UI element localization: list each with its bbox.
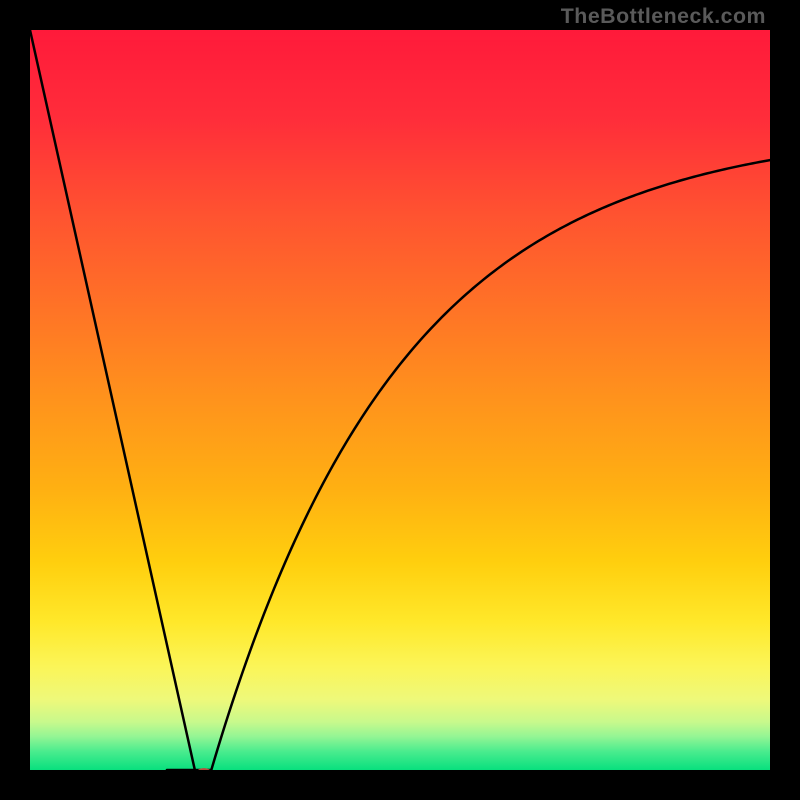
bottleneck-curve-layer: [30, 30, 770, 770]
chart-stage: TheBottleneck.com: [0, 0, 800, 800]
plot-frame: [0, 0, 800, 800]
watermark-label: TheBottleneck.com: [561, 4, 766, 29]
